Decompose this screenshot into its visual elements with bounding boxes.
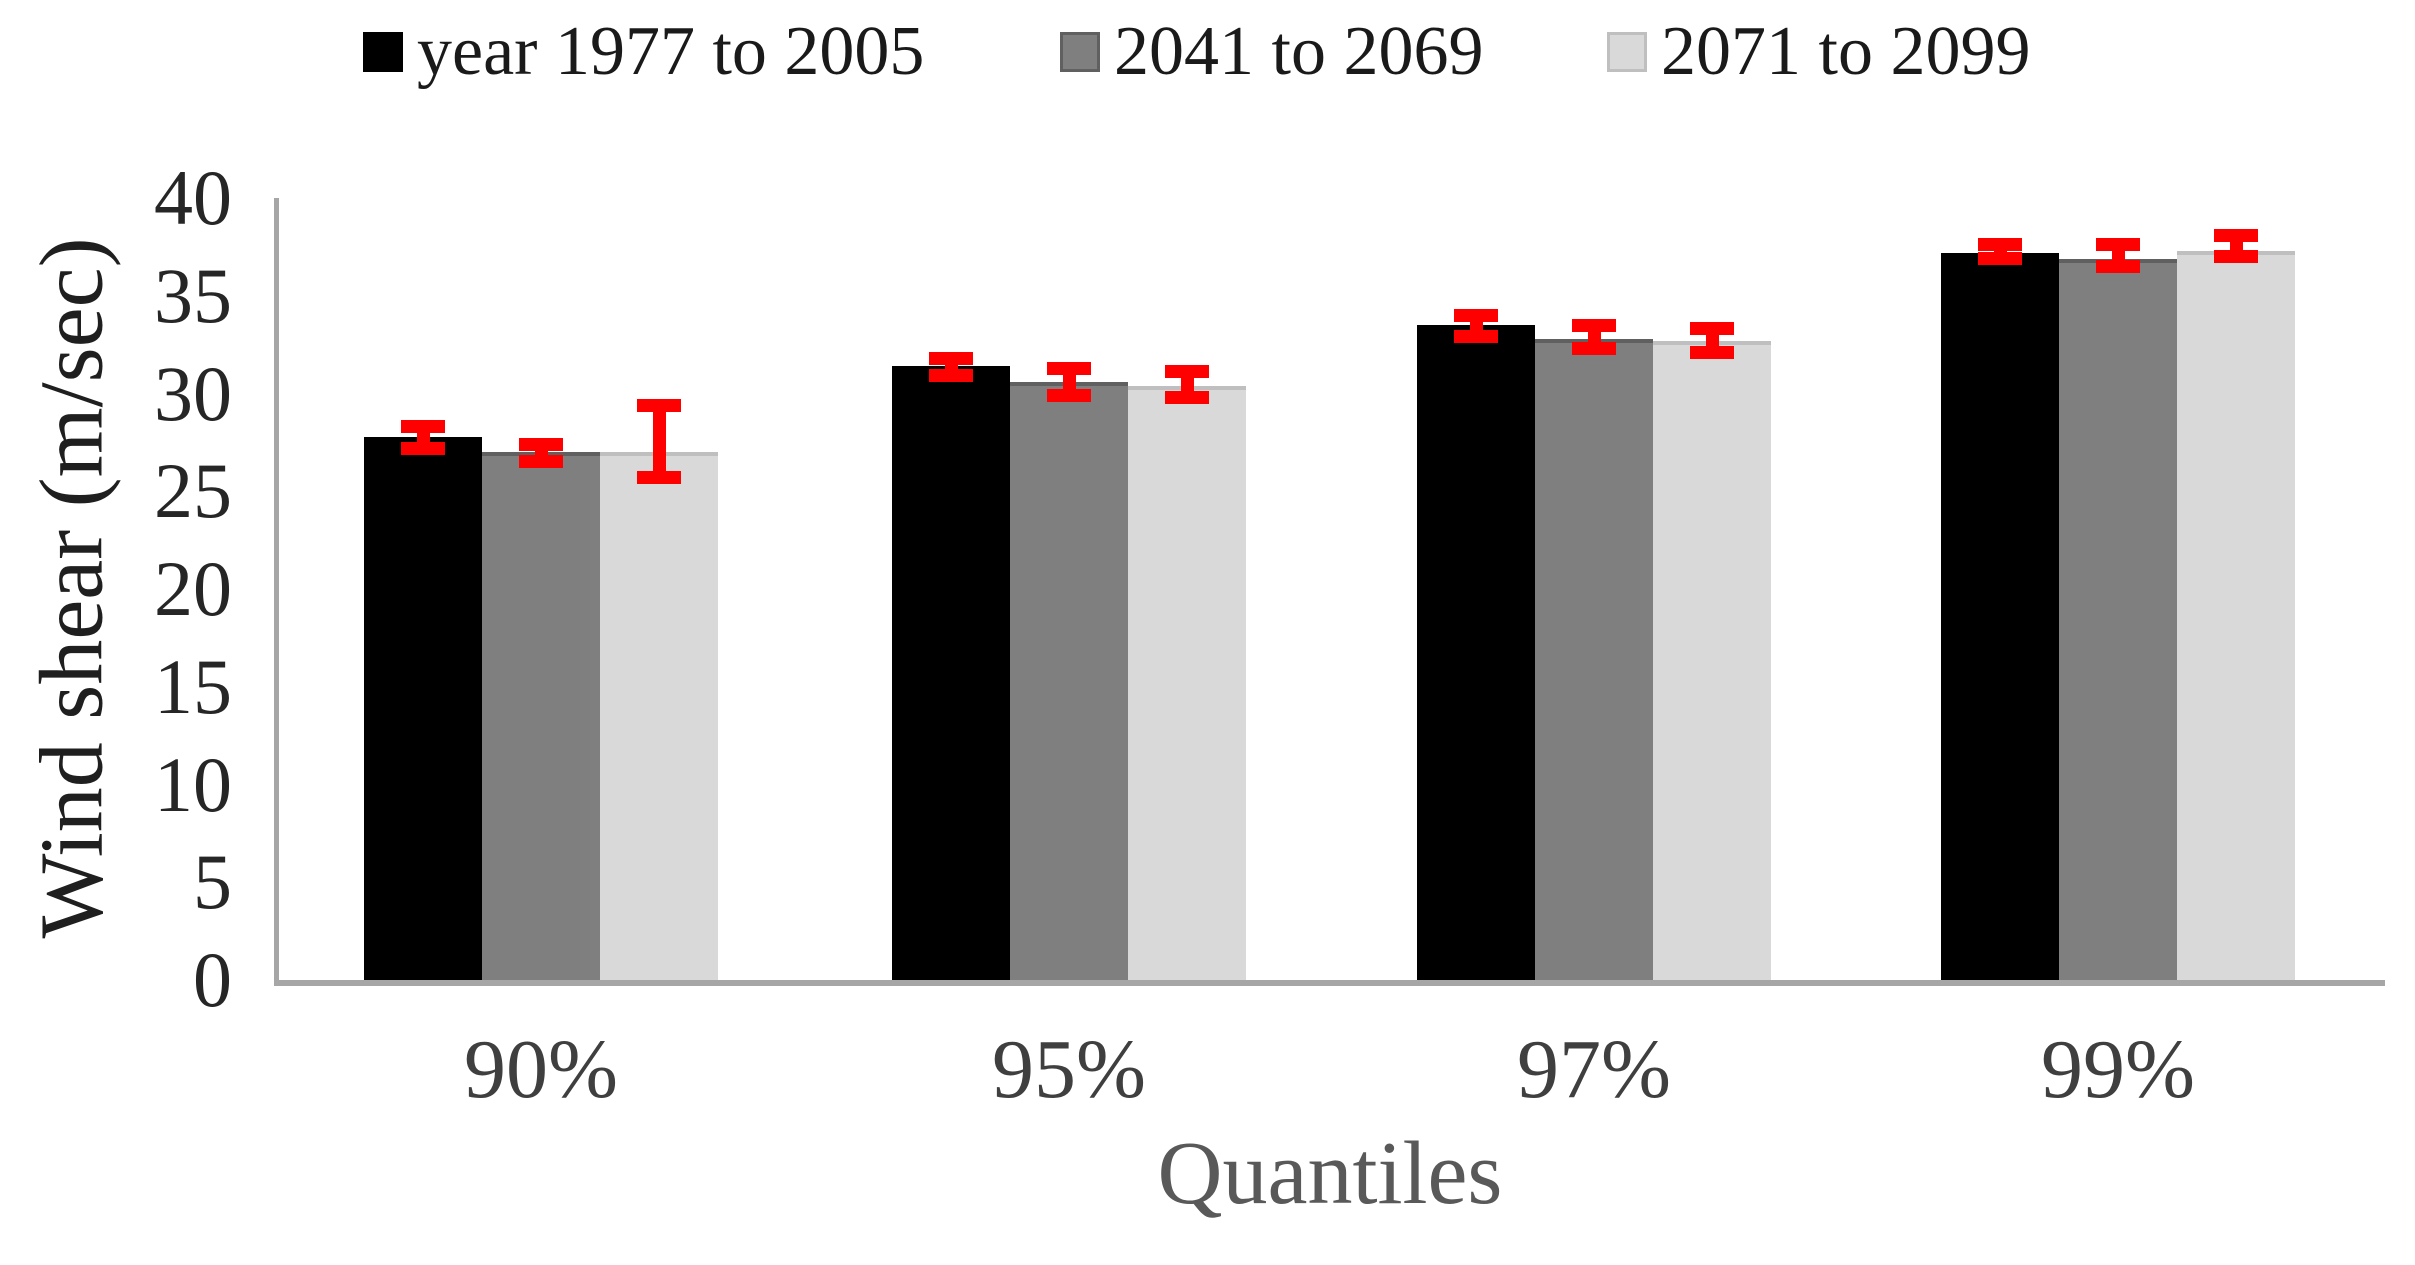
bar-series1-90% bbox=[364, 436, 482, 980]
bar-series2-95% bbox=[1010, 381, 1128, 980]
error-bar-cap bbox=[637, 471, 681, 485]
x-axis-title: Quantiles bbox=[1157, 1124, 1503, 1223]
bar-series3-99% bbox=[2177, 250, 2295, 980]
y-tick-label: 30 bbox=[154, 349, 232, 437]
error-bar-cap bbox=[2096, 238, 2140, 252]
error-bar-cap bbox=[519, 437, 563, 451]
y-tick-label: 40 bbox=[154, 154, 232, 241]
error-bar-stem bbox=[1062, 368, 1076, 396]
error-bar-cap bbox=[929, 351, 973, 365]
bar-series3-95% bbox=[1128, 385, 1246, 980]
error-bar-cap bbox=[519, 455, 563, 469]
error-bar-stem bbox=[652, 405, 666, 478]
x-axis-line bbox=[274, 980, 2385, 986]
legend-swatch-icon bbox=[1060, 32, 1100, 72]
legend-swatch-icon bbox=[1607, 32, 1647, 72]
error-bar-cap bbox=[401, 420, 445, 434]
chart-legend: year 1977 to 2005 2041 to 2069 2071 to 2… bbox=[0, 0, 2415, 100]
legend-label: year 1977 to 2005 bbox=[417, 13, 925, 90]
x-tick-label: 97% bbox=[1517, 1023, 1671, 1116]
error-bar-cap bbox=[1165, 390, 1209, 404]
bar-series1-99% bbox=[1941, 252, 2059, 980]
error-bar-cap bbox=[637, 398, 681, 412]
error-bar-cap bbox=[2096, 259, 2140, 273]
error-bar-cap bbox=[2214, 228, 2258, 242]
error-bar-cap bbox=[1978, 238, 2022, 252]
legend-item-2071-to-2099: 2071 to 2099 bbox=[1607, 13, 2030, 90]
y-tick-label: 0 bbox=[193, 936, 232, 1023]
error-bar-cap bbox=[929, 369, 973, 383]
y-tick-label: 15 bbox=[154, 642, 232, 730]
error-bar-cap bbox=[1454, 308, 1498, 322]
error-bar-cap bbox=[1690, 322, 1734, 336]
error-bar-cap bbox=[1454, 330, 1498, 344]
error-bar-cap bbox=[1572, 342, 1616, 356]
error-bar-cap bbox=[1690, 345, 1734, 359]
error-bar-cap bbox=[1165, 365, 1209, 379]
y-tick-label: 5 bbox=[193, 838, 232, 926]
x-tick-label: 90% bbox=[464, 1023, 618, 1116]
x-tick-label: 95% bbox=[992, 1023, 1146, 1116]
error-bar-cap bbox=[401, 441, 445, 455]
legend-swatch-icon bbox=[363, 32, 403, 72]
error-bar-cap bbox=[1047, 388, 1091, 402]
error-bar-cap bbox=[2214, 250, 2258, 264]
bar-series3-90% bbox=[600, 452, 718, 980]
bar-series1-95% bbox=[892, 366, 1010, 980]
y-axis-line bbox=[274, 198, 279, 986]
error-bar-cap bbox=[1978, 252, 2022, 266]
error-bar-cap bbox=[1047, 361, 1091, 375]
bar-series2-99% bbox=[2059, 258, 2177, 980]
legend-label: 2071 to 2099 bbox=[1661, 13, 2031, 90]
bar-series3-97% bbox=[1653, 340, 1771, 980]
bar-series1-97% bbox=[1417, 325, 1535, 980]
bar-series2-97% bbox=[1535, 338, 1653, 980]
legend-item-year-1977-to-2005: year 1977 to 2005 bbox=[363, 13, 924, 90]
x-tick-label: 99% bbox=[2041, 1023, 2195, 1116]
y-tick-label: 35 bbox=[154, 251, 232, 339]
legend-label: 2041 to 2069 bbox=[1114, 13, 1484, 90]
bar-series2-90% bbox=[482, 452, 600, 980]
error-bar-cap bbox=[1572, 318, 1616, 332]
y-tick-label: 10 bbox=[154, 740, 232, 828]
y-tick-label: 20 bbox=[154, 545, 232, 632]
y-tick-label: 25 bbox=[154, 447, 232, 535]
legend-item-2041-to-2069: 2041 to 2069 bbox=[1060, 13, 1483, 90]
